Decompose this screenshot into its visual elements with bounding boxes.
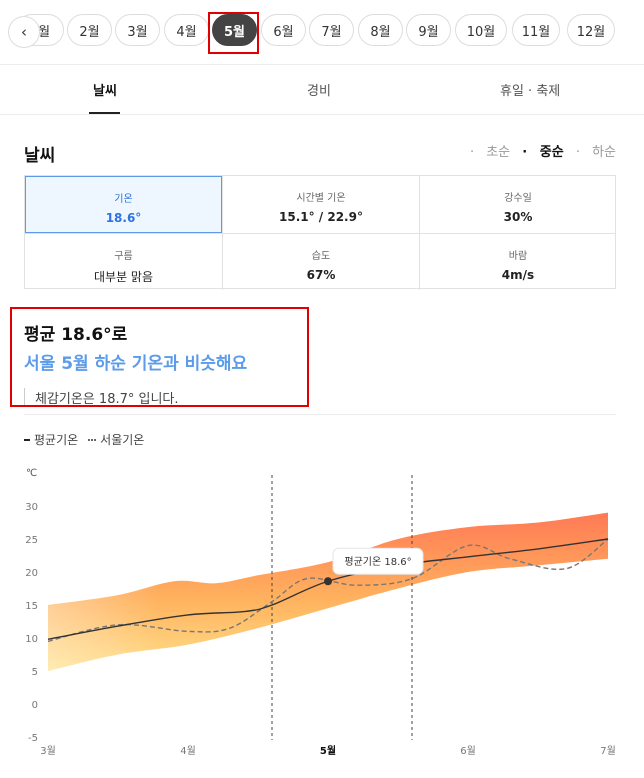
summary-comparison: 서울 5월 하순 기온과 비슷해요 xyxy=(24,354,248,374)
stat-value: 대부분 맑음 xyxy=(93,270,153,284)
temperature-range-band-fade xyxy=(48,512,608,671)
month-pill[interactable]: 4월 xyxy=(164,14,209,46)
y-unit-label: ℃ xyxy=(26,468,37,479)
x-tick-label: 7월 xyxy=(600,745,616,757)
stat-value: 15.1° / 22.9° xyxy=(279,210,363,224)
stat-label: 시간별 기온 xyxy=(296,193,346,204)
stat-value: 30% xyxy=(503,210,533,224)
summary-feels-like: 체감기온은 18.7° 입니다. xyxy=(24,388,247,407)
stat-clouds: 구름 대부분 맑음 xyxy=(25,233,222,290)
chart-legend: 평균기온 서울기온 xyxy=(24,431,144,448)
stat-value: 18.6° xyxy=(105,211,142,225)
y-tick-label: 25 xyxy=(25,535,38,546)
period-late[interactable]: · 하순 xyxy=(575,145,616,160)
x-tick-label: 5월 xyxy=(320,745,336,757)
x-tick-label: 6월 xyxy=(460,745,476,757)
month-pill[interactable]: 11월 xyxy=(512,14,560,46)
stat-label: 강수일 xyxy=(504,193,532,204)
stat-label: 습도 xyxy=(311,251,331,262)
category-tabs: 날씨 경비 휴일 · 축제 xyxy=(0,64,644,115)
month-pill[interactable]: 12월 xyxy=(567,14,615,46)
y-tick-label: 0 xyxy=(32,700,38,711)
tab-expenses[interactable]: 경비 xyxy=(307,84,331,99)
stat-value: 4m/s xyxy=(501,268,535,282)
y-tick-label: 30 xyxy=(25,502,38,513)
x-tick-label: 3월 xyxy=(40,745,56,757)
period-selector: · 초순 · 중순 · 하순 xyxy=(462,141,616,160)
month-pill[interactable]: 3월 xyxy=(115,14,160,46)
y-tick-label: 5 xyxy=(32,667,38,678)
y-tick-label: 15 xyxy=(25,601,38,612)
temperature-chart: ℃ 30 25 20 15 10 5 0 -5 평균기온 18.6° 3월 4월 5월 6월 7월 xyxy=(25,468,616,757)
y-tick-label: 20 xyxy=(25,568,38,579)
month-pill[interactable]: 8월 xyxy=(358,14,403,46)
back-button[interactable]: ‹ xyxy=(8,16,40,48)
month-pill[interactable]: 7월 xyxy=(309,14,354,46)
tab-weather[interactable]: 날씨 xyxy=(93,84,117,99)
stat-precipitation: 강수일 30% xyxy=(419,176,616,233)
temperature-summary: 평균 18.6°로 서울 5월 하순 기온과 비슷해요 체감기온은 18.7° … xyxy=(24,320,247,407)
active-tab-indicator xyxy=(89,112,120,114)
month-pill[interactable]: 9월 xyxy=(406,14,451,46)
legend-dotted-swatch xyxy=(88,438,97,441)
tab-holidays-festivals[interactable]: 휴일 · 축제 xyxy=(500,84,561,99)
y-tick-label: 10 xyxy=(25,634,38,645)
y-tick-label: -5 xyxy=(28,733,38,744)
stat-label: 구름 xyxy=(114,251,133,262)
summary-average: 평균 18.6°로 xyxy=(24,325,128,345)
period-early[interactable]: · 초순 xyxy=(469,145,511,160)
stat-humidity: 습도 67% xyxy=(222,233,419,290)
legend-average: 평균기온 xyxy=(34,433,79,447)
weather-stats-grid: 기온 18.6° 시간별 기온 15.1° / 22.9° 강수일 30% 구름… xyxy=(24,175,616,290)
marker-tooltip-label: 평균기온 18.6° xyxy=(344,556,411,568)
month-selector: ‹ 1월2월3월4월5월6월7월8월9월10월11월12월 xyxy=(0,0,644,65)
chevron-left-icon: ‹ xyxy=(21,23,27,41)
legend-seoul: 서울기온 xyxy=(100,433,145,447)
stat-wind: 바람 4m/s xyxy=(419,233,616,290)
stat-temperature[interactable]: 기온 18.6° xyxy=(25,176,222,233)
series-average-line xyxy=(47,538,609,641)
month-pill[interactable]: 10월 xyxy=(455,14,507,46)
divider xyxy=(24,414,616,415)
month-pill[interactable]: 2월 xyxy=(67,14,112,46)
month-pill[interactable]: 5월 xyxy=(212,14,257,46)
average-marker-dot xyxy=(324,577,332,586)
period-mid[interactable]: · 중순 xyxy=(522,145,564,160)
stat-hourly-temperature: 시간별 기온 15.1° / 22.9° xyxy=(222,176,419,233)
stat-value: 67% xyxy=(306,268,336,282)
month-pill[interactable]: 6월 xyxy=(261,14,306,46)
stat-label: 기온 xyxy=(114,194,133,205)
legend-solid-swatch xyxy=(24,438,30,441)
x-tick-label: 4월 xyxy=(180,745,196,757)
stat-label: 바람 xyxy=(508,251,528,262)
section-title: 날씨 xyxy=(24,146,56,166)
marker-tooltip-box xyxy=(332,547,424,575)
